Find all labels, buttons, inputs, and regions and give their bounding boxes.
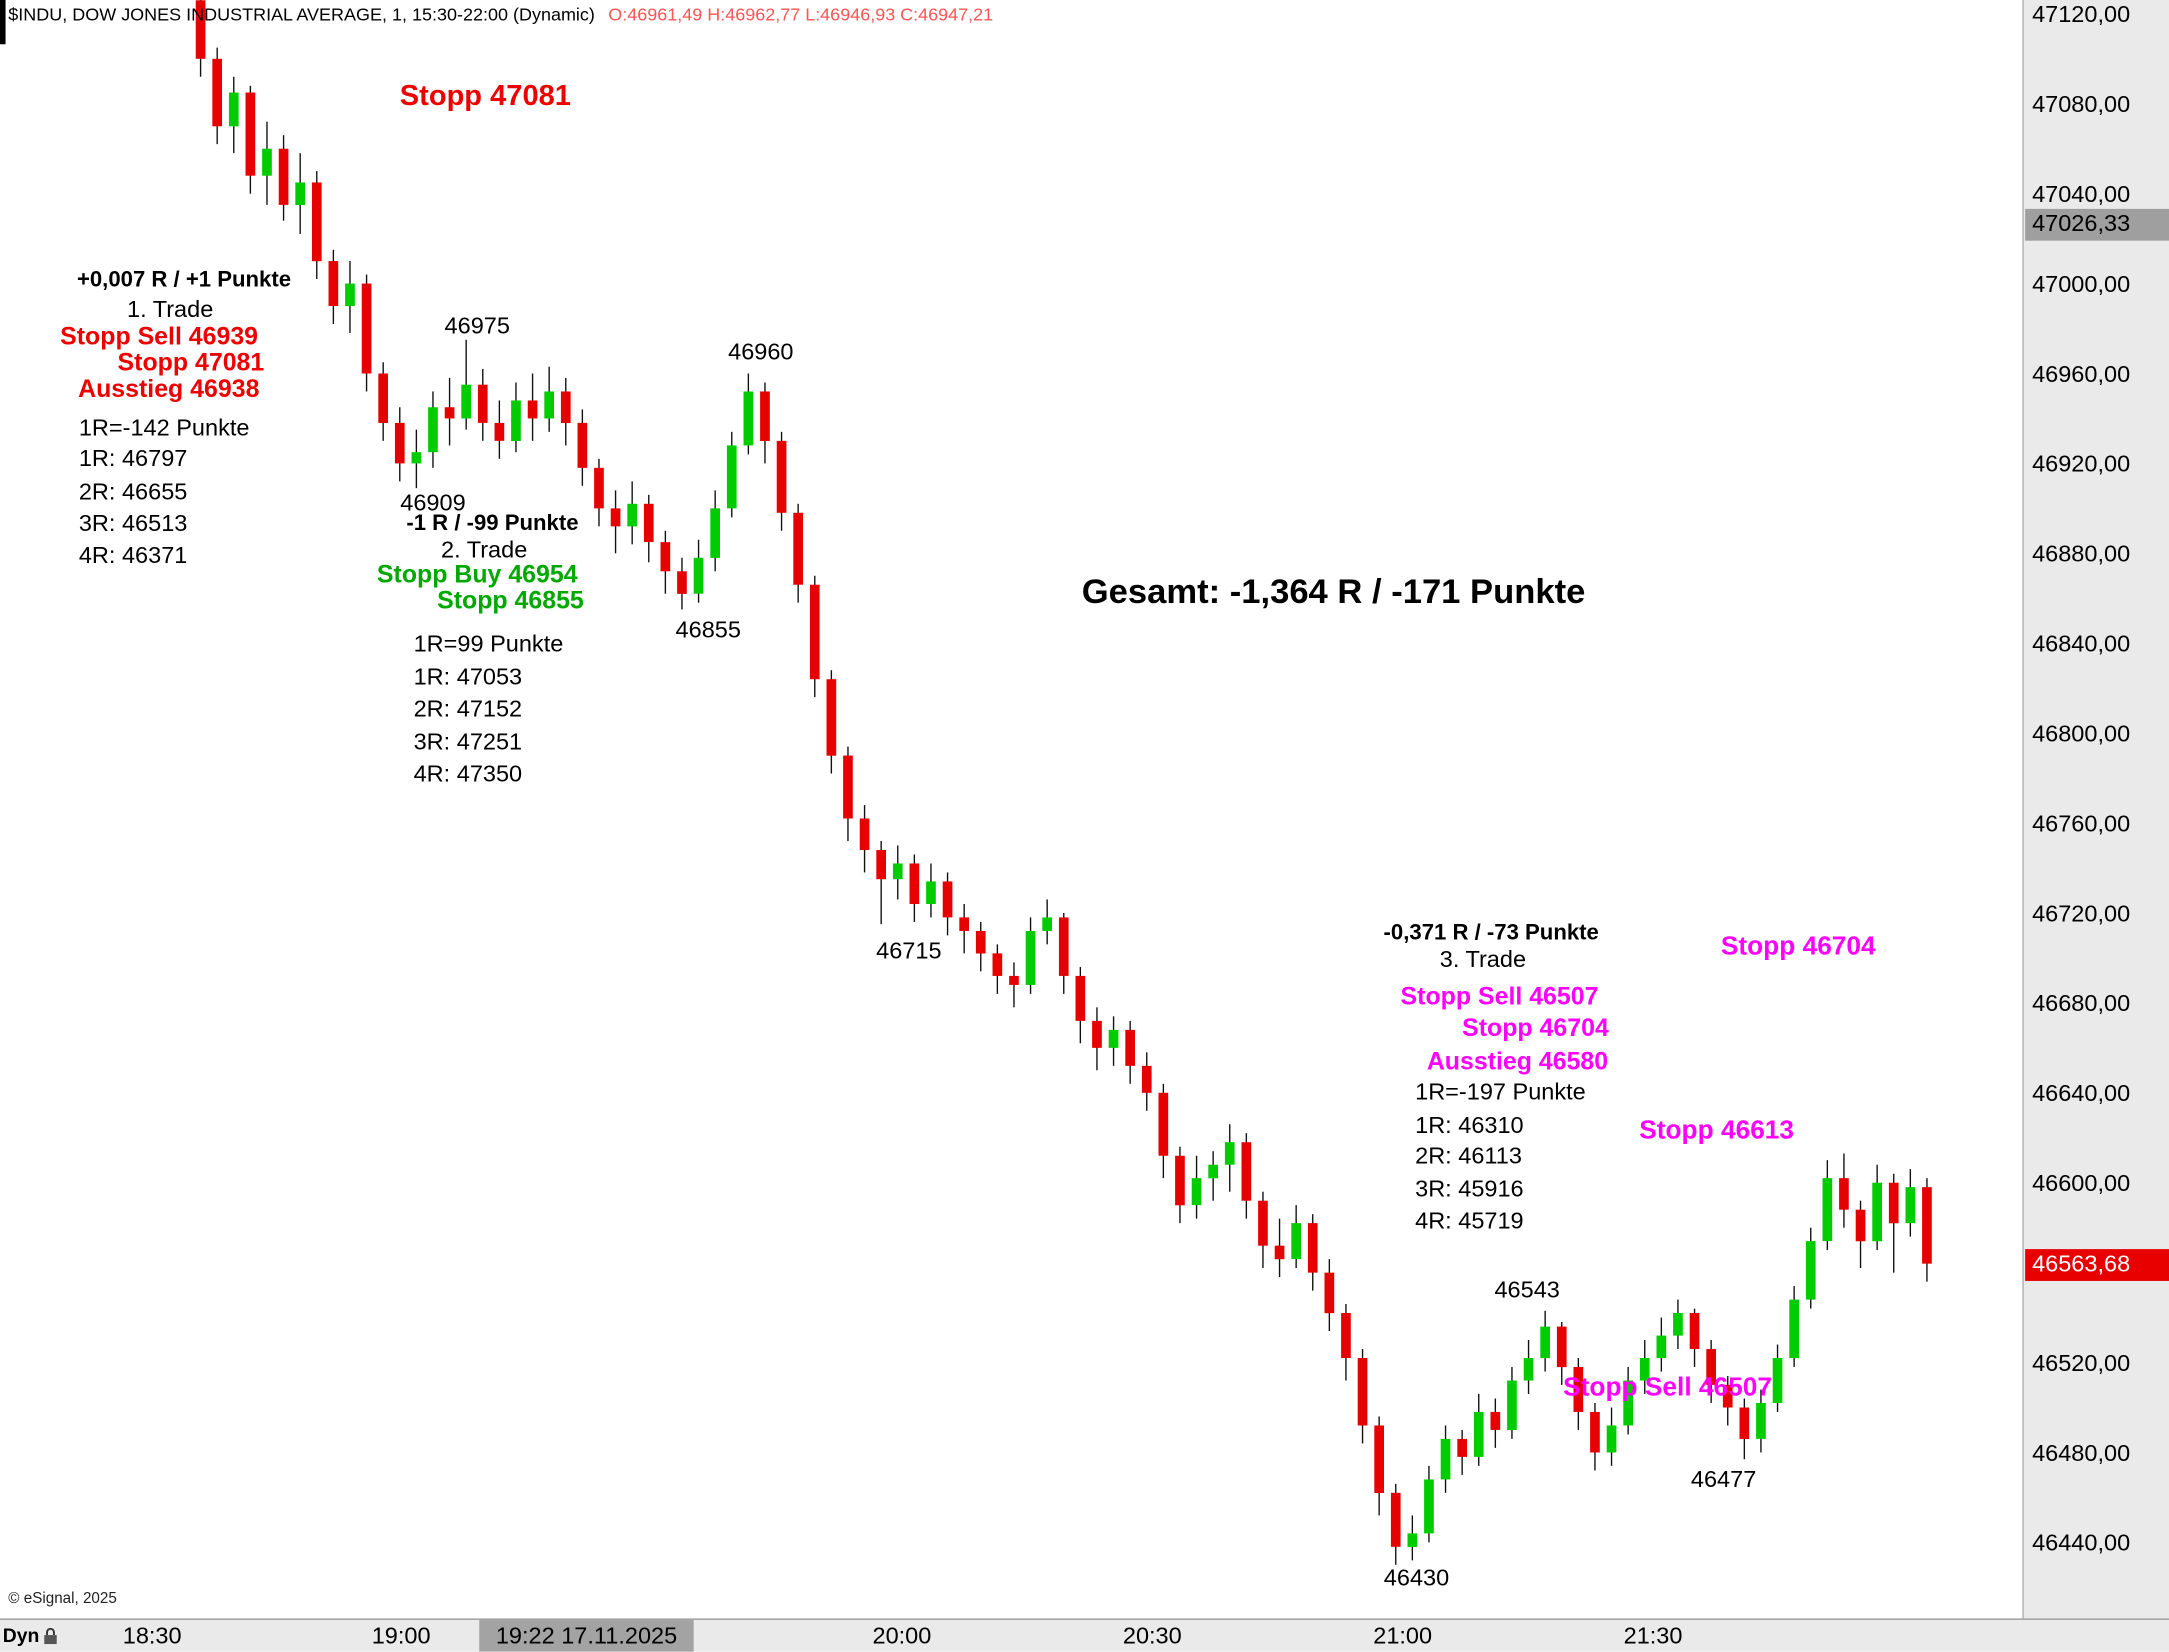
time-axis-label: 20:00 (872, 1622, 932, 1649)
reference-price-marker: 47026,33 (2025, 209, 2169, 241)
price-axis-label: 46640,00 (2032, 1080, 2131, 1107)
time-axis-label: 20:30 (1122, 1622, 1182, 1649)
price-axis-label: 47000,00 (2032, 271, 2131, 298)
time-axis[interactable]: 19:22 17.11.2025 18:30 19:00 20:00 20:30 21:… (0, 1618, 2169, 1652)
price-axis-label: 46800,00 (2032, 720, 2131, 747)
price-axis-label: 46680,00 (2032, 990, 2131, 1017)
symbol-title: $INDU, DOW JONES INDUSTRIAL AVERAGE, 1, … (8, 4, 595, 25)
chart-plot-area[interactable]: Stopp 47081 +0,007 R / +1 Punkte 1. Trade S… (0, 0, 2023, 1619)
price-axis-label: 46920,00 (2032, 450, 2131, 478)
candlestick-series (195, 0, 1932, 1565)
time-axis-label: 21:30 (1623, 1622, 1683, 1649)
crosshair-time-label: 19:22 17.11.2025 (479, 1619, 694, 1652)
time-axis-label: 21:00 (1373, 1622, 1433, 1649)
last-price-marker: 46563,68 (2025, 1249, 2169, 1281)
price-axis-label: 46720,00 (2032, 900, 2131, 927)
price-axis-label: 47040,00 (2032, 181, 2131, 208)
ohlc-readout: O:46961,49 H:46962,77 L:46946,93 C:46947… (608, 4, 994, 25)
price-axis-label: 46760,00 (2032, 810, 2131, 837)
price-axis-label: 46840,00 (2032, 630, 2131, 658)
copyright-label: © eSignal, 2025 (4, 1590, 121, 1608)
time-axis-label: 19:00 (371, 1622, 431, 1649)
window-edge-mark (0, 0, 6, 45)
price-axis-label: 47080,00 (2032, 91, 2131, 118)
price-axis-label: 46440,00 (2032, 1529, 2131, 1557)
price-axis-label: 46960,00 (2032, 361, 2131, 388)
time-axis-label: 18:30 (122, 1622, 182, 1649)
lock-icon (44, 1627, 58, 1644)
price-axis-label: 46480,00 (2032, 1439, 2131, 1467)
price-axis-label: 46880,00 (2032, 540, 2131, 568)
price-axis-label: 46520,00 (2032, 1350, 2131, 1377)
price-axis-label: 46600,00 (2032, 1170, 2131, 1197)
dyn-mode-badge[interactable]: Dyn (3, 1624, 59, 1646)
price-axis[interactable]: 47120,00 47080,00 47040,00 47000,00 46960,00… (2022, 0, 2169, 1619)
price-axis-label: 47120,00 (2032, 1, 2131, 28)
chart-header: $INDU, DOW JONES INDUSTRIAL AVERAGE, 1, … (8, 4, 993, 25)
dyn-label: Dyn (2, 1623, 40, 1647)
